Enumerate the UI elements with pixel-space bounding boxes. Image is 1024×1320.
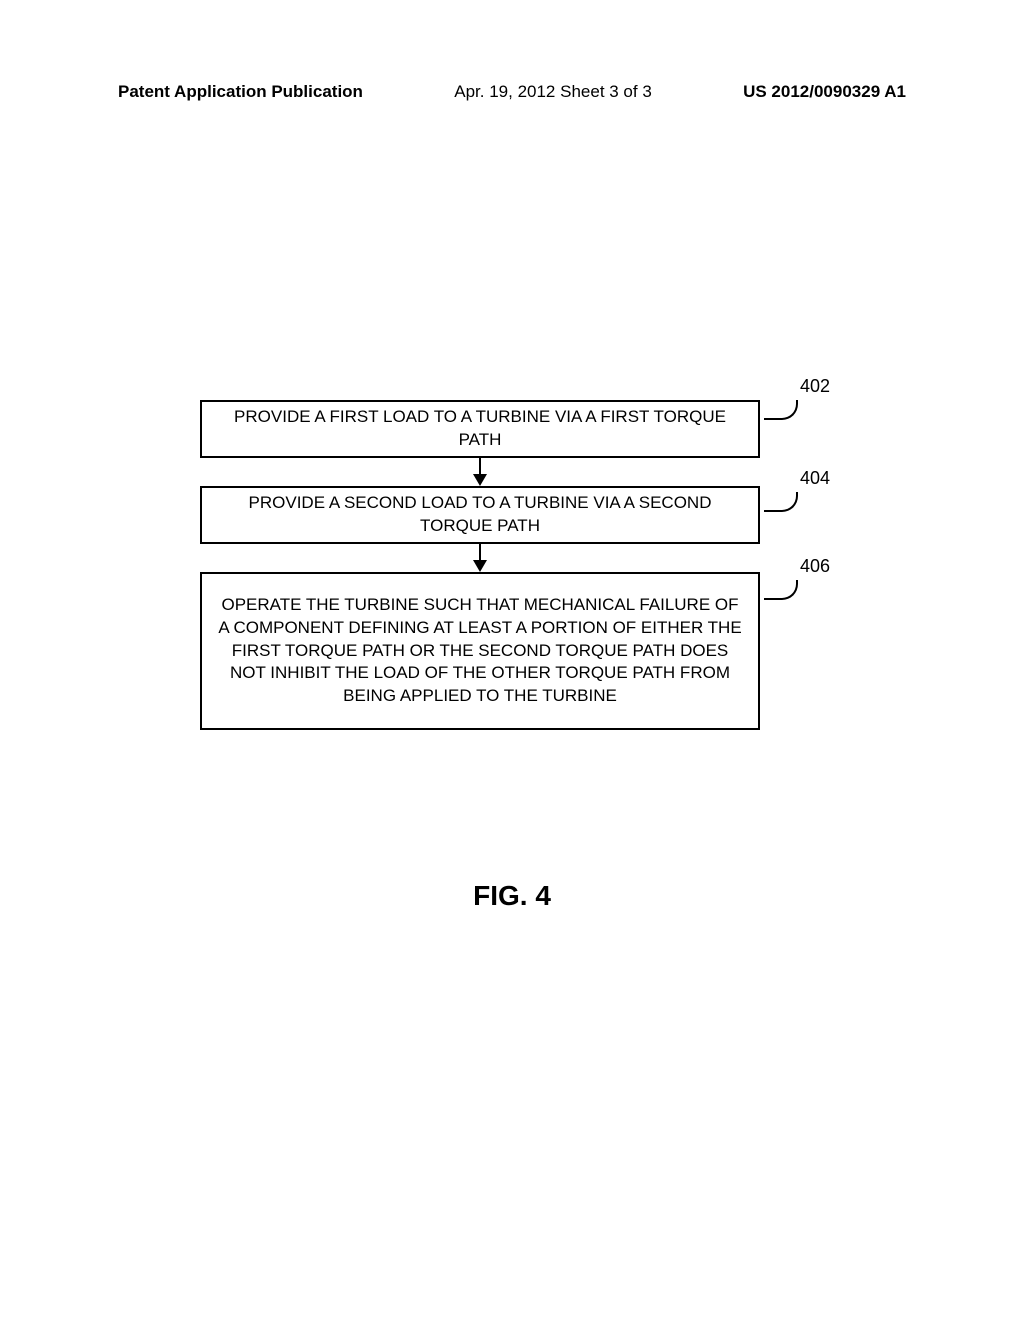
arrow-head-icon	[473, 474, 487, 486]
header-date-sheet: Apr. 19, 2012 Sheet 3 of 3	[454, 82, 652, 102]
header-pub-number: US 2012/0090329 A1	[743, 82, 906, 102]
flow-step-text: PROVIDE A FIRST LOAD TO A TURBINE VIA A …	[218, 406, 742, 452]
reference-connector	[764, 580, 798, 600]
reference-numeral-402: 402	[800, 376, 830, 397]
flow-step-404: PROVIDE A SECOND LOAD TO A TURBINE VIA A…	[200, 486, 760, 544]
flowchart: 402 PROVIDE A FIRST LOAD TO A TURBINE VI…	[200, 400, 760, 730]
reference-connector	[764, 492, 798, 512]
flow-step-402: PROVIDE A FIRST LOAD TO A TURBINE VIA A …	[200, 400, 760, 458]
reference-connector	[764, 400, 798, 420]
page-header: Patent Application Publication Apr. 19, …	[0, 82, 1024, 102]
figure-caption: FIG. 4	[0, 880, 1024, 912]
flow-arrow	[200, 544, 760, 572]
reference-numeral-404: 404	[800, 468, 830, 489]
reference-numeral-406: 406	[800, 556, 830, 577]
flow-step-text: PROVIDE A SECOND LOAD TO A TURBINE VIA A…	[218, 492, 742, 538]
arrow-head-icon	[473, 560, 487, 572]
flow-step-406: OPERATE THE TURBINE SUCH THAT MECHANICAL…	[200, 572, 760, 730]
flow-arrow	[200, 458, 760, 486]
flow-step-text: OPERATE THE TURBINE SUCH THAT MECHANICAL…	[218, 594, 742, 709]
header-publication-label: Patent Application Publication	[118, 82, 363, 102]
